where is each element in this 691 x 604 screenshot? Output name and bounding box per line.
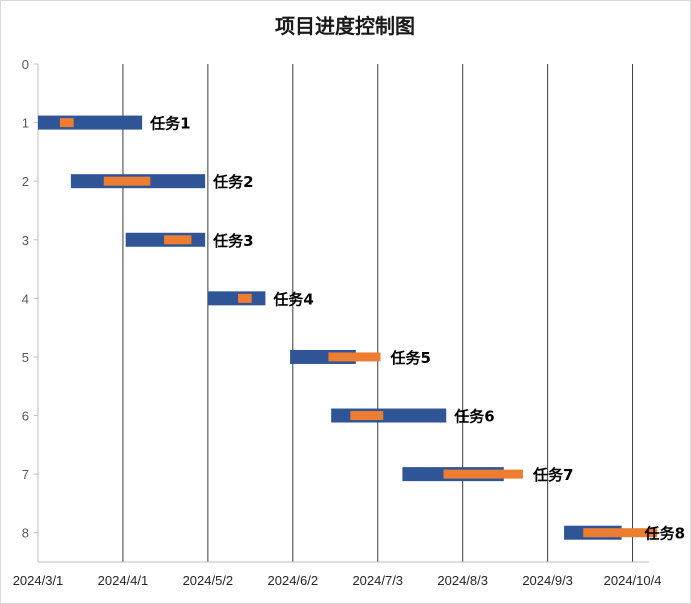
actual-bar-5 xyxy=(328,352,381,362)
y-tick-label-7: 7 xyxy=(22,467,29,482)
plan-bar-6 xyxy=(331,408,447,423)
y-tick-label-4: 4 xyxy=(22,291,29,306)
x-tick-label-1: 2024/4/1 xyxy=(98,573,149,588)
x-tick-label-2: 2024/5/2 xyxy=(183,573,234,588)
y-tick-label-8: 8 xyxy=(22,526,29,541)
plan-bar-4 xyxy=(207,291,266,306)
x-tick-label-3: 2024/6/2 xyxy=(268,573,319,588)
actual-bar-3 xyxy=(164,235,192,245)
task-label-5: 任务5 xyxy=(389,349,430,367)
task-label-7: 任务7 xyxy=(532,466,573,484)
task-label-4: 任务4 xyxy=(272,290,313,308)
task-label-3: 任务3 xyxy=(212,232,253,250)
actual-bar-7 xyxy=(443,469,523,479)
x-tick-label-7: 2024/10/4 xyxy=(604,573,662,588)
chart-title: 项目进度控制图 xyxy=(275,14,415,38)
actual-bar-2 xyxy=(103,176,151,186)
task-labels: 任务1 任务2 任务3 任务4 任务5 任务6 任务7 任务8 xyxy=(149,115,685,543)
task-bars xyxy=(38,115,658,540)
task-label-8: 任务8 xyxy=(644,525,685,543)
task-label-2: 任务2 xyxy=(212,173,253,191)
gridlines xyxy=(122,64,634,562)
actual-bar-6 xyxy=(350,411,384,421)
y-tick-label-5: 5 xyxy=(22,350,29,365)
y-tick-label-6: 6 xyxy=(22,409,29,424)
y-tick-label-3: 3 xyxy=(22,233,29,248)
actual-bar-1 xyxy=(59,118,74,128)
x-tick-label-4: 2024/7/3 xyxy=(352,573,403,588)
x-tick-label-5: 2024/8/3 xyxy=(437,573,488,588)
y-tick-label-1: 1 xyxy=(22,116,29,131)
axes: 0 1 2 3 4 5 6 7 8 2024/3/1 2024/4/1 2024/5/2 2024/6/… xyxy=(13,57,662,588)
y-tick-label-2: 2 xyxy=(22,174,29,189)
task-label-1: 任务1 xyxy=(149,115,190,133)
task-label-6: 任务6 xyxy=(453,408,494,426)
x-tick-label-0: 2024/3/1 xyxy=(13,573,64,588)
actual-bar-8 xyxy=(583,528,658,538)
x-tick-label-6: 2024/9/3 xyxy=(522,573,573,588)
plan-bar-1 xyxy=(38,115,143,130)
actual-bar-4 xyxy=(238,293,252,303)
y-tick-label-0: 0 xyxy=(22,57,29,72)
